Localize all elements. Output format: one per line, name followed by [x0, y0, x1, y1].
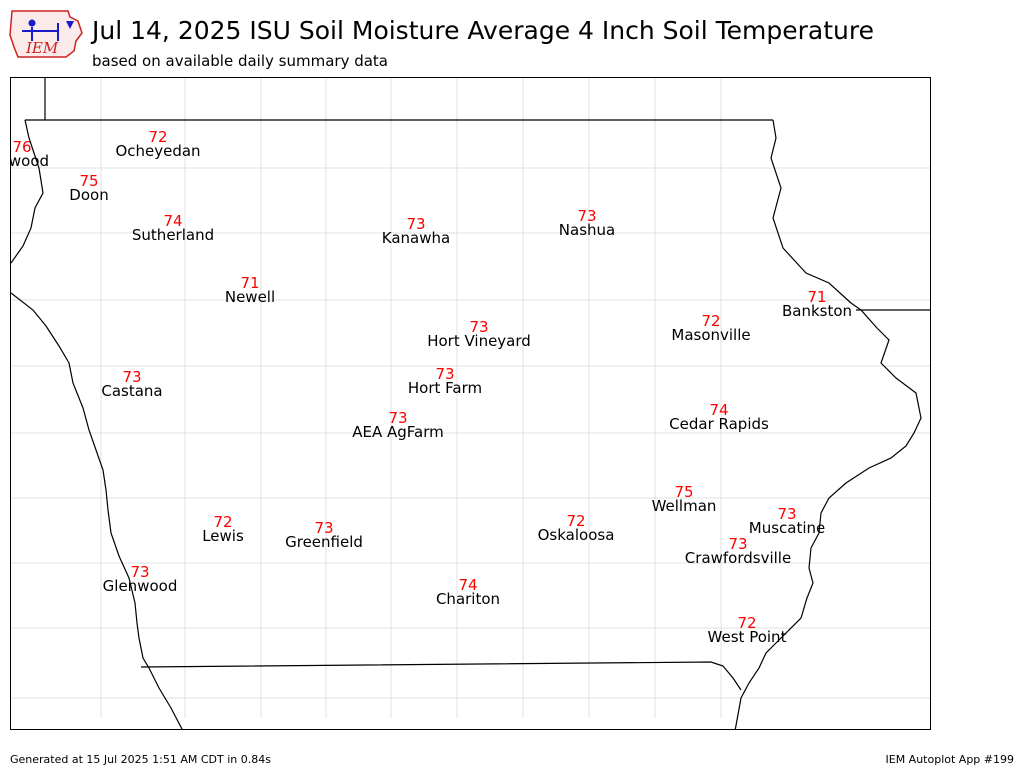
station-label: Hort Vineyard: [427, 332, 531, 350]
station-value: 71: [240, 274, 260, 292]
station-label: Masonville: [671, 326, 751, 344]
station-label: Chariton: [435, 590, 501, 608]
station-value: 73: [314, 519, 334, 537]
station-label: Bankston: [781, 302, 853, 320]
station-value: 73: [435, 365, 455, 383]
station-label: AEA AgFarm: [352, 423, 444, 441]
station-value: 73: [388, 409, 408, 427]
station-label: Lewis: [202, 527, 244, 545]
station-value: 75: [674, 483, 694, 501]
station-value: 72: [148, 128, 168, 146]
station-label: Glenwood: [102, 577, 178, 595]
footer-generated: Generated at 15 Jul 2025 1:51 AM CDT in …: [10, 753, 271, 766]
station-value: 73: [130, 563, 150, 581]
station-label: Greenfield: [285, 533, 363, 551]
station-value: 72: [737, 614, 757, 632]
station-label: Crawfordsville: [684, 549, 792, 567]
station-value: 74: [458, 576, 478, 594]
station-value: 76: [12, 138, 32, 156]
iem-logo: IEM: [8, 7, 84, 63]
state-borders: [11, 78, 930, 729]
county-borders: [11, 78, 930, 718]
station-value: 74: [709, 401, 729, 419]
station-label: Castana: [101, 382, 163, 400]
station-label: Doon: [69, 186, 109, 204]
station-value: 73: [728, 535, 748, 553]
map-canvas: [11, 78, 930, 729]
station-label: Sutherland: [131, 226, 215, 244]
station-value: 75: [79, 172, 99, 190]
station-label: Hort Farm: [407, 379, 483, 397]
logo-text: IEM: [25, 39, 59, 57]
station-label: Cedar Rapids: [669, 415, 769, 433]
station-value: 73: [577, 207, 597, 225]
page-title: Jul 14, 2025 ISU Soil Moisture Average 4…: [92, 16, 874, 45]
station-value: 72: [213, 513, 233, 531]
station-label: Muscatine: [748, 519, 826, 537]
station-value: 73: [122, 368, 142, 386]
missouri-river: [148, 667, 183, 729]
station-value: 74: [163, 212, 183, 230]
station-label: Inwood: [10, 152, 50, 170]
iowa-map: 76Inwood72Ocheyedan75Doon74Sutherland73K…: [10, 77, 931, 730]
station-label: West Point: [707, 628, 787, 646]
iowa-east-border: [734, 119, 922, 729]
footer-app: IEM Autoplot App #199: [885, 753, 1015, 766]
station-label: Wellman: [651, 497, 717, 515]
station-value: 72: [566, 512, 586, 530]
page-subtitle: based on available daily summary data: [92, 52, 389, 70]
station-label: Nashua: [558, 221, 616, 239]
iowa-west-border: [11, 119, 150, 669]
station-value: 71: [807, 288, 827, 306]
station-value: 72: [701, 312, 721, 330]
station-label: Oskaloosa: [537, 526, 615, 544]
station-label: Newell: [224, 288, 276, 306]
iowa-south-border: [140, 661, 742, 691]
station-value: 73: [406, 215, 426, 233]
station-label: Ocheyedan: [115, 142, 201, 160]
station-value: 73: [469, 318, 489, 336]
station-value: 73: [777, 505, 797, 523]
station-label: Kanawha: [381, 229, 451, 247]
